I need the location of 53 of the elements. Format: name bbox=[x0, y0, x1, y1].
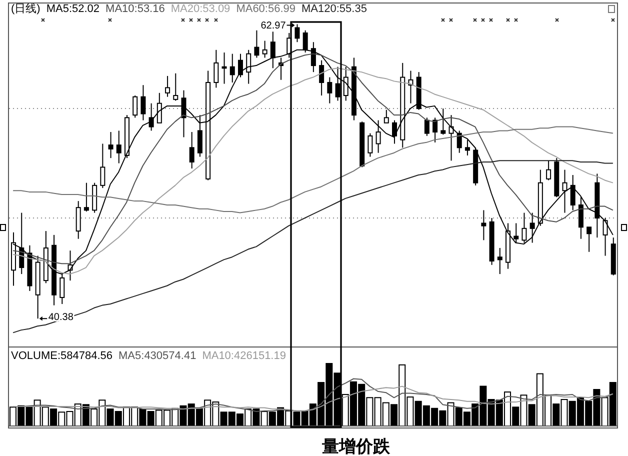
candlestick bbox=[376, 120, 381, 154]
text: MA5:52.02 bbox=[46, 3, 100, 16]
candlestick bbox=[384, 109, 389, 124]
candlestick bbox=[100, 143, 106, 189]
candlestick bbox=[481, 210, 486, 241]
candlestick bbox=[148, 102, 154, 132]
candlestick bbox=[319, 60, 324, 96]
candlestick bbox=[214, 49, 219, 88]
candlestick bbox=[578, 196, 584, 240]
candlestick bbox=[108, 132, 114, 159]
text: MA120:55.35 bbox=[302, 3, 367, 16]
candlestick bbox=[197, 114, 202, 158]
chart-title: (日线) bbox=[11, 3, 40, 16]
candlestick bbox=[189, 132, 194, 169]
candlestick bbox=[343, 66, 348, 102]
candlestick bbox=[254, 30, 260, 58]
candlestick bbox=[222, 52, 227, 84]
text: MA10:53.16 bbox=[106, 3, 165, 16]
candlestick bbox=[497, 247, 502, 275]
text: VOLUME:584784.56 bbox=[11, 350, 113, 363]
candlestick bbox=[570, 174, 576, 211]
candlestick bbox=[262, 40, 268, 58]
candlestick bbox=[424, 117, 430, 136]
candlestick bbox=[514, 222, 519, 244]
candlestick bbox=[140, 84, 146, 121]
candlestick bbox=[327, 76, 332, 104]
text: MA5:430574.41 bbox=[118, 350, 196, 363]
candlestick bbox=[530, 212, 535, 244]
candlestick bbox=[586, 226, 592, 252]
candlestick bbox=[368, 132, 373, 158]
candlestick bbox=[156, 92, 162, 124]
text: 量增价跌 bbox=[322, 436, 390, 456]
candlestick bbox=[440, 108, 446, 136]
candlestick bbox=[432, 117, 438, 143]
candlestick bbox=[562, 169, 568, 214]
candlestick bbox=[602, 218, 608, 256]
candlestick bbox=[230, 53, 235, 83]
candlestick bbox=[76, 200, 81, 240]
text: MA20:53.09 bbox=[170, 3, 230, 16]
candlestick bbox=[132, 95, 138, 118]
annotation: 62.97 bbox=[260, 20, 286, 32]
candlestick bbox=[84, 182, 89, 212]
candlestick bbox=[392, 120, 398, 144]
text: MA10:426151.19 bbox=[202, 350, 286, 363]
candlestick bbox=[546, 160, 552, 181]
candlestick bbox=[116, 130, 122, 164]
candlestick bbox=[165, 75, 170, 98]
text: MA60:56.99 bbox=[236, 3, 296, 16]
candlestick bbox=[238, 53, 243, 78]
candlestick bbox=[173, 72, 178, 102]
candlestick bbox=[335, 66, 340, 102]
candlestick bbox=[522, 212, 527, 244]
candlestick bbox=[464, 139, 470, 156]
